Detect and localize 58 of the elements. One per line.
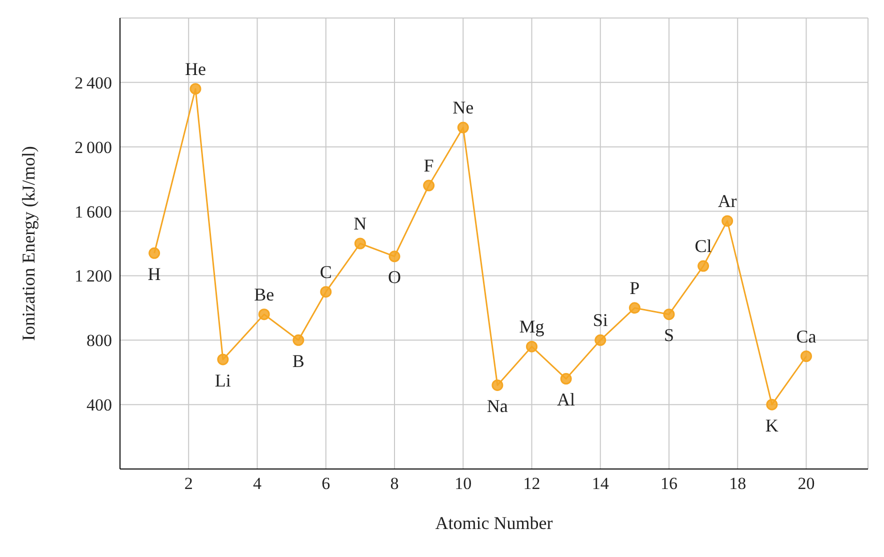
annotation: Be bbox=[254, 284, 274, 304]
x-axis-title: Atomic Number bbox=[435, 513, 553, 533]
annotation: He bbox=[184, 58, 206, 79]
point bbox=[594, 334, 606, 346]
x-tick-label: 20 bbox=[798, 474, 815, 494]
annotation: Mg bbox=[519, 316, 544, 337]
annotation: Ca bbox=[796, 326, 816, 346]
x-tick-label: 16 bbox=[660, 474, 678, 494]
point bbox=[258, 308, 270, 320]
annotation: Ne bbox=[452, 98, 474, 118]
point bbox=[354, 238, 366, 250]
point bbox=[190, 83, 202, 95]
annotation: O bbox=[388, 267, 401, 288]
point bbox=[560, 373, 572, 385]
x-tick-label: 18 bbox=[729, 474, 746, 494]
annotation: Al bbox=[557, 390, 576, 410]
x-tick-label: 8 bbox=[390, 474, 399, 494]
annotation: Cl bbox=[694, 236, 712, 256]
annotation: K bbox=[765, 415, 778, 436]
x-tick-label: 2 bbox=[184, 474, 193, 494]
annotation: C bbox=[320, 262, 332, 282]
point bbox=[526, 340, 538, 352]
point bbox=[663, 308, 675, 320]
point bbox=[217, 354, 229, 366]
y-tick-label: 2 000 bbox=[74, 138, 112, 157]
y-tick-label: 400 bbox=[86, 396, 112, 415]
annotation: Li bbox=[214, 370, 231, 390]
point bbox=[148, 247, 160, 259]
point bbox=[292, 334, 304, 346]
point bbox=[800, 350, 812, 362]
annotation: P bbox=[630, 278, 640, 298]
y-tick-label: 1 600 bbox=[74, 202, 112, 222]
x-tick-label: 6 bbox=[322, 474, 330, 494]
annotation: Na bbox=[486, 396, 508, 416]
point bbox=[766, 398, 778, 410]
annotation: H bbox=[148, 264, 161, 284]
x-tick-label: 12 bbox=[523, 474, 540, 494]
point bbox=[423, 180, 435, 192]
annotation: F bbox=[424, 156, 434, 176]
point bbox=[492, 379, 504, 391]
annotation: S bbox=[664, 325, 674, 346]
point bbox=[320, 286, 332, 298]
annotation: Ar bbox=[718, 190, 737, 211]
annotation: N bbox=[354, 214, 367, 234]
y-tick-label: 800 bbox=[86, 331, 112, 350]
y-tick-label: 1 200 bbox=[74, 266, 112, 286]
point bbox=[457, 122, 469, 134]
point bbox=[698, 260, 710, 272]
x-tick-label: 4 bbox=[253, 474, 262, 494]
x-tick-label: 10 bbox=[454, 474, 472, 494]
point bbox=[388, 250, 400, 262]
x-tick-label: 14 bbox=[592, 474, 610, 494]
point bbox=[722, 215, 734, 227]
annotation: B bbox=[292, 350, 304, 371]
annotation: Si bbox=[592, 310, 608, 330]
y-axis-title: Ionization Energy (kJ/mol) bbox=[18, 146, 38, 341]
y-tick-label: 2 400 bbox=[74, 73, 112, 92]
point bbox=[628, 302, 640, 314]
